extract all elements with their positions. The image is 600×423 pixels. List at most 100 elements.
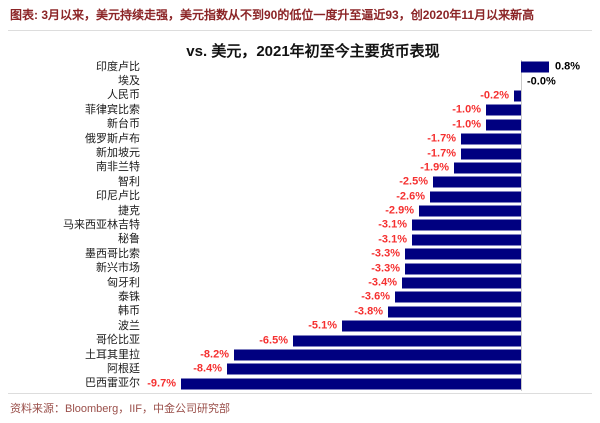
bar [514,90,521,102]
category-label: 土耳其里拉 [85,348,140,361]
plot-cell: -3.1% [148,233,600,247]
value-label: -3.6% [361,290,390,303]
chart-row: 匈牙利 -3.4% [0,276,600,290]
plot-cell: -5.1% [148,319,600,333]
plot-cell: -1.0% [148,103,600,117]
plot-cell: -3.3% [148,261,600,275]
chart-row: 土耳其里拉 -8.2% [0,348,600,362]
value-label: -1.7% [427,132,456,145]
value-label: -3.3% [371,247,400,260]
bar [342,320,521,332]
bar [405,263,521,275]
chart-row: 墨西哥比索 -3.3% [0,247,600,261]
zero-axis-line [521,60,522,391]
category-label: 新兴市场 [96,262,140,275]
bar-chart: 印度卢比 0.8% 埃及 -0.0% 人民币 -0.2% 菲律宾比索 -1.0% 新台币 -1.0… [0,60,600,391]
chart-row: 韩币 -3.8% [0,305,600,319]
plot-cell: -2.6% [148,190,600,204]
category-label: 捷克 [118,204,140,217]
plot-cell: -2.5% [148,175,600,189]
plot-cell: -1.7% [148,146,600,160]
category-label: 阿根廷 [107,362,140,375]
value-label: -2.9% [385,204,414,217]
category-label: 新台币 [107,118,140,131]
chart-row: 印尼卢比 -2.6% [0,190,600,204]
value-label: -9.7% [147,377,176,390]
plot-cell: 0.8% [148,60,600,74]
bottom-divider [8,393,592,394]
category-label: 波兰 [118,319,140,332]
bar [395,291,521,303]
source-note: 资料来源：Bloomberg，IIF，中金公司研究部 [10,403,231,415]
value-label: -5.1% [308,319,337,332]
category-label: 巴西雷亚尔 [85,377,140,390]
chart-row: 秘鲁 -3.1% [0,233,600,247]
plot-cell: -3.4% [148,276,600,290]
plot-cell: -6.5% [148,333,600,347]
bar [293,335,521,347]
value-label: -3.8% [354,305,383,318]
value-label: -8.4% [193,362,222,375]
category-label: 韩币 [118,305,140,318]
bar [402,277,521,289]
bar [234,349,521,361]
plot-cell: -0.2% [148,89,600,103]
chart-row: 俄罗斯卢布 -1.7% [0,132,600,146]
value-label: -3.3% [371,262,400,275]
value-label: -0.0% [527,75,556,88]
chart-row: 新兴市场 -3.3% [0,261,600,275]
plot-cell: -3.8% [148,305,600,319]
category-label: 印度卢比 [96,60,140,73]
top-divider [8,30,592,31]
bar [454,162,521,174]
value-label: -1.0% [452,118,481,131]
chart-title: vs. 美元，2021年初至今主要货币表现 [186,43,440,60]
chart-row: 南非兰特 -1.9% [0,161,600,175]
chart-row: 埃及 -0.0% [0,74,600,88]
chart-row: 印度卢比 0.8% [0,60,600,74]
value-label: -1.0% [452,103,481,116]
chart-row: 波兰 -5.1% [0,319,600,333]
value-label: -1.7% [427,147,456,160]
chart-row: 马来西亚林吉特 -3.1% [0,218,600,232]
bar [486,119,521,131]
value-label: -2.6% [396,190,425,203]
value-label: -1.9% [420,161,449,174]
value-label: -8.2% [200,348,229,361]
bar [419,205,521,217]
category-label: 印尼卢比 [96,190,140,203]
chart-row: 菲律宾比索 -1.0% [0,103,600,117]
value-label: 0.8% [555,60,581,73]
plot-cell: -3.1% [148,218,600,232]
chart-row: 捷克 -2.9% [0,204,600,218]
category-label: 哥伦比亚 [96,334,140,347]
bar [430,191,521,203]
value-label: -0.2% [480,89,509,102]
plot-cell: -8.2% [148,348,600,362]
category-label: 人民币 [107,89,140,102]
chart-row: 人民币 -0.2% [0,89,600,103]
value-label: -3.4% [368,276,397,289]
category-label: 泰铢 [118,290,140,303]
figure-caption: 图表: 3月以来，美元持续走强，美元指数从不到90的低位一度升至逼近93，创20… [10,8,535,22]
category-label: 秘鲁 [118,233,140,246]
value-label: -6.5% [259,334,288,347]
plot-cell: -1.9% [148,161,600,175]
chart-row: 巴西雷亚尔 -9.7% [0,377,600,391]
value-label: -3.1% [378,233,407,246]
plot-cell: -3.3% [148,247,600,261]
value-label: -3.1% [378,218,407,231]
chart-row: 新加坡元 -1.7% [0,146,600,160]
category-label: 匈牙利 [107,276,140,289]
bar [227,363,521,375]
bar [461,148,521,160]
bar [461,133,521,145]
bar [486,104,521,116]
category-label: 菲律宾比索 [85,103,140,116]
chart-row: 智利 -2.5% [0,175,600,189]
plot-cell: -9.7% [147,377,600,391]
bar [405,248,521,260]
category-label: 马来西亚林吉特 [63,218,140,231]
chart-row: 哥伦比亚 -6.5% [0,333,600,347]
category-label: 俄罗斯卢布 [85,132,140,145]
